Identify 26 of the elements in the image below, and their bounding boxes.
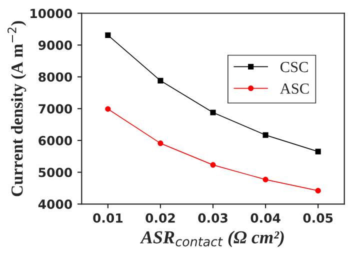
y-tick-label: 7000	[38, 104, 72, 114]
point	[105, 106, 111, 112]
y-axis-title: Current density (A m$^{−2}$)	[8, 21, 26, 196]
point	[210, 162, 216, 168]
y-tick-label: 8000	[38, 72, 72, 82]
x-axis-title: ASR$_{contact}$ (Ω cm²)	[140, 230, 284, 248]
x-tick-label: 0.03	[198, 213, 228, 223]
point	[158, 78, 164, 84]
y-tick-label: 5000	[38, 168, 72, 178]
y-tick-label: 6000	[38, 136, 72, 146]
point	[105, 32, 111, 38]
x-tick-label: 0.01	[93, 213, 122, 223]
point	[158, 140, 164, 146]
y-tick-label: 4000	[38, 200, 72, 209]
point	[262, 176, 268, 182]
point	[315, 148, 321, 154]
y-tick-label: 10000	[30, 8, 72, 18]
point	[210, 110, 216, 116]
x-tick-label: 0.05	[303, 213, 333, 223]
point	[262, 132, 268, 138]
point	[315, 188, 321, 194]
x-tick-label: 0.02	[146, 213, 175, 223]
legend-label: CSC	[280, 62, 308, 72]
x-tick-label: 0.04	[250, 213, 280, 223]
legend-label: ASC	[280, 84, 309, 94]
y-tick-label: 9000	[38, 40, 72, 50]
